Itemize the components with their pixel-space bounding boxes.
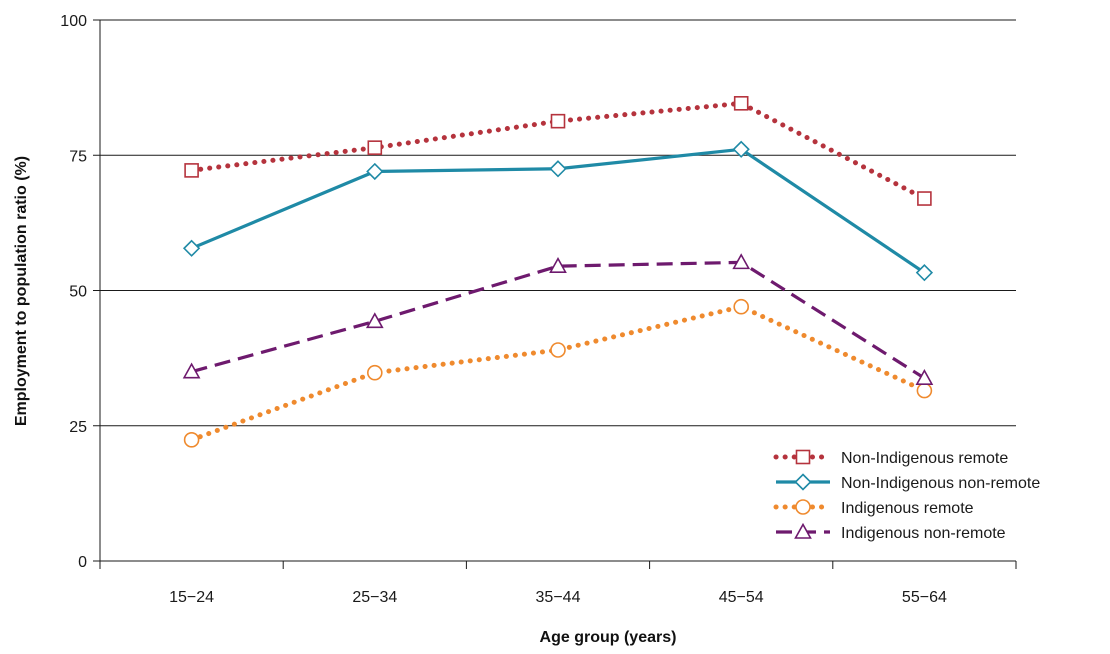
data-point [917, 191, 932, 206]
legend-marker [795, 449, 811, 465]
data-point [549, 160, 567, 178]
x-tick-label: 45−54 [719, 589, 764, 606]
data-point [550, 113, 566, 129]
x-tick-label: 55−64 [902, 589, 947, 606]
y-tick-label: 0 [78, 554, 87, 571]
series-3 [182, 253, 934, 385]
legend-marker [795, 499, 811, 515]
data-point [733, 96, 749, 111]
series-line [189, 304, 927, 443]
data-point [915, 368, 934, 385]
legend-item: Indigenous non-remote [776, 522, 1006, 542]
data-point [367, 140, 383, 155]
x-tick-label: 25−34 [352, 589, 397, 606]
series-2 [183, 298, 933, 448]
y-axis-ticks: 0 25 50 75 100 [60, 13, 100, 571]
series-0 [184, 96, 932, 206]
series-line [191, 260, 926, 380]
data-point [366, 364, 383, 381]
gridlines [100, 19, 1016, 427]
legend: Non-Indigenous remote Non-Indigenous non-… [773, 449, 1040, 542]
y-tick-label: 50 [69, 284, 87, 301]
legend-item: Non-Indigenous non-remote [776, 473, 1040, 492]
y-tick-label: 25 [69, 419, 87, 436]
data-point [183, 432, 200, 448]
legend-label: Indigenous non-remote [841, 525, 1006, 542]
legend-item: Non-Indigenous remote [773, 449, 1008, 467]
x-tick-label: 35−44 [536, 589, 581, 606]
data-point [366, 162, 384, 181]
data-point [182, 239, 201, 257]
x-axis-ticks: 15−24 25−34 35−44 45−54 55−64 [99, 561, 1017, 606]
data-point [732, 253, 751, 270]
y-axis-title: Employment to population ratio (%) [13, 156, 30, 426]
data-point [732, 140, 750, 158]
series-layer [182, 96, 934, 448]
series-1 [182, 140, 934, 282]
data-point [916, 382, 933, 399]
legend-item: Indigenous remote [773, 499, 974, 517]
legend-label: Non-Indigenous non-remote [841, 475, 1040, 492]
legend-label: Indigenous remote [841, 500, 974, 517]
legend-label: Non-Indigenous remote [841, 450, 1008, 467]
data-point [182, 362, 201, 379]
legend-marker [794, 522, 812, 539]
data-point [365, 312, 384, 329]
y-tick-label: 100 [60, 13, 87, 30]
y-tick-label: 75 [69, 148, 87, 165]
data-point [184, 163, 199, 178]
legend-marker [794, 473, 812, 491]
x-axis-title: Age group (years) [540, 629, 677, 646]
data-point [549, 257, 567, 273]
x-tick-label: 15−24 [169, 589, 214, 606]
data-point [733, 298, 750, 315]
data-point [915, 264, 934, 282]
data-point [550, 342, 566, 358]
